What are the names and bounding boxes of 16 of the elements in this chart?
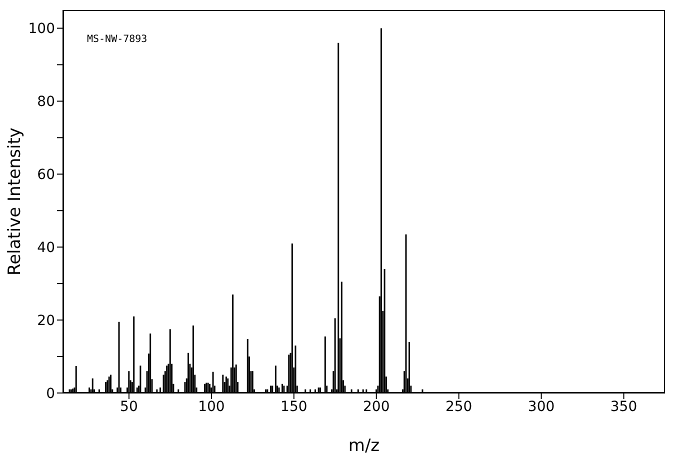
x-tick-label: 300 [528, 398, 555, 415]
x-axis-title: m/z [348, 436, 380, 455]
y-tick-label: 100 [28, 21, 55, 38]
x-tick-label: 350 [610, 398, 638, 415]
y-axis-title: Relative Intensity [5, 128, 26, 276]
x-tick-label: 50 [120, 398, 138, 415]
x-tick-label: 150 [280, 398, 308, 415]
y-tick-label: 40 [37, 240, 55, 256]
x-tick-label: 200 [363, 398, 390, 415]
x-tick-label: 250 [445, 398, 472, 415]
annotation: MS-NW-7893 [87, 34, 148, 45]
x-tick-label: 100 [198, 398, 225, 415]
y-tick-label: 60 [37, 167, 55, 184]
y-tick-label: 20 [37, 313, 55, 330]
y-tick-label: 0 [46, 386, 55, 402]
y-tick-label: 80 [37, 94, 55, 110]
